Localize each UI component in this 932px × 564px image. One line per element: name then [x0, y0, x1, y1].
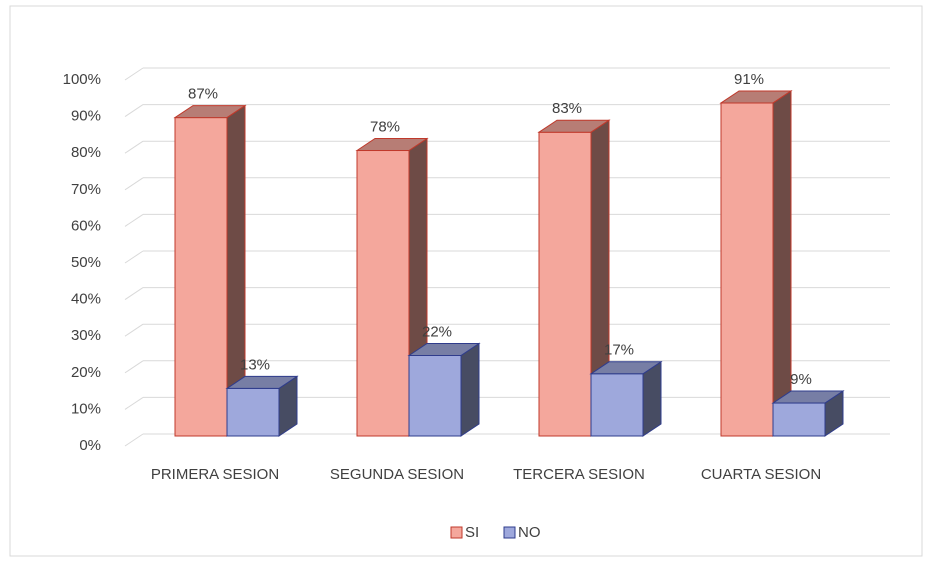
x-tick-label: TERCERA SESION [513, 466, 645, 483]
data-label: 9% [790, 371, 812, 388]
bar-side [460, 342, 480, 437]
y-tick-label: 90% [71, 108, 101, 125]
y-tick-label: 50% [71, 254, 101, 271]
data-label: 83% [552, 100, 582, 117]
grid-depth [124, 287, 144, 301]
grid-depth [124, 104, 144, 118]
data-label: 91% [734, 71, 764, 88]
bar-top [173, 105, 247, 119]
y-tick-label: 100% [63, 71, 101, 88]
bar-top [407, 342, 481, 356]
grid-depth [124, 323, 144, 337]
x-tick-label: CUARTA SESION [701, 466, 821, 483]
bar-front [772, 402, 826, 437]
legend-swatch [503, 526, 516, 539]
bar-side [772, 90, 792, 437]
y-tick-label: 0% [79, 437, 101, 454]
y-tick-label: 40% [71, 291, 101, 308]
bar-top [225, 375, 299, 389]
bar-top [355, 138, 429, 152]
data-label: 13% [240, 356, 270, 373]
legend-label: SI [465, 524, 479, 541]
bar-top [719, 90, 793, 104]
y-tick-label: 20% [71, 364, 101, 381]
bar-front [408, 354, 462, 437]
grid-depth [124, 250, 144, 264]
legend-label: NO [518, 524, 541, 541]
grid-depth [124, 177, 144, 191]
bar-front [174, 117, 228, 437]
data-label: 22% [422, 323, 452, 340]
bar-front [226, 387, 280, 437]
grid-depth [124, 67, 144, 81]
y-tick-label: 10% [71, 400, 101, 417]
x-tick-label: SEGUNDA SESION [330, 466, 464, 483]
x-tick-label: PRIMERA SESION [151, 466, 279, 483]
grid-depth [124, 140, 144, 154]
y-tick-label: 80% [71, 144, 101, 161]
y-tick-label: 70% [71, 181, 101, 198]
bar-top [771, 390, 845, 404]
bar-front [356, 150, 410, 437]
data-label: 87% [188, 86, 218, 103]
legend-swatch [450, 526, 463, 539]
grid-depth [124, 213, 144, 227]
bar-front [590, 373, 644, 437]
grid-depth [124, 433, 144, 447]
y-tick-label: 60% [71, 217, 101, 234]
y-tick-label: 30% [71, 327, 101, 344]
bar-front [538, 131, 592, 437]
data-label: 78% [370, 118, 400, 135]
data-label: 17% [604, 342, 634, 359]
bar-top [589, 361, 663, 375]
bar-front [720, 102, 774, 437]
bar-top [537, 119, 611, 133]
grid-depth [124, 360, 144, 374]
grid-depth [124, 396, 144, 410]
bar-side [642, 360, 662, 437]
